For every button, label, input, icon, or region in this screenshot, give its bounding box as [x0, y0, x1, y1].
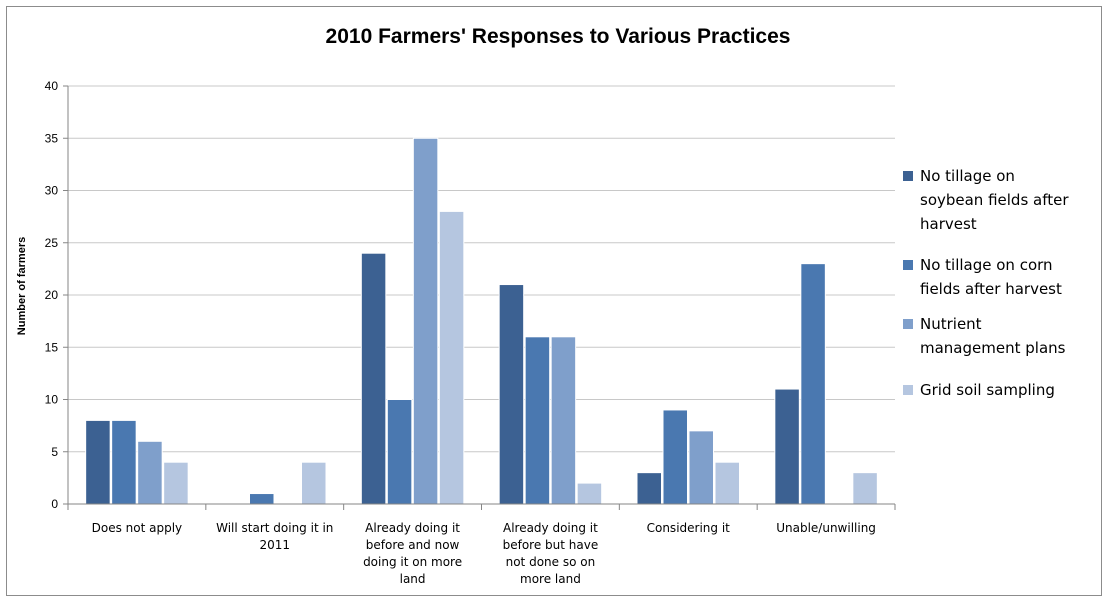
y-tick-label: 40: [45, 79, 59, 93]
legend-label-3: Nutrient management plans: [920, 315, 1066, 357]
bar-series-4-cat-3: [438, 210, 465, 505]
x-tick-labels: Does not apply Will start doing it in 2011…: [92, 521, 876, 586]
y-tick-label: 0: [51, 497, 58, 511]
bar-series-2-cat-2: [249, 493, 275, 505]
x-axis: [67, 86, 896, 510]
bar-series-4-cat-5: [714, 461, 740, 505]
legend-label-line: No tillage on corn: [920, 256, 1053, 274]
bar-series-1-cat-3: [360, 252, 387, 505]
legend-swatch-3: [903, 319, 913, 329]
legend-label-line: Nutrient: [920, 315, 982, 333]
bars: [85, 137, 878, 505]
y-tick-label: 15: [45, 340, 59, 354]
bar-series-1-cat-1: [85, 419, 111, 505]
x-tick-label-line: before but have: [503, 538, 599, 552]
legend: No tillage on soybean fields after harvest…: [903, 167, 1069, 399]
bar-series-2-cat-6: [800, 263, 826, 505]
bar-series-2-cat-3: [386, 399, 413, 505]
x-tick-label: Does not apply: [92, 521, 183, 535]
legend-label-line: harvest: [920, 215, 977, 233]
legend-label-line: No tillage on: [920, 167, 1015, 185]
x-tick-label: Considering it: [647, 521, 731, 535]
legend-label-1: No tillage on soybean fields after harvest: [920, 167, 1069, 233]
x-tick-label: Already doing it before and now doing it o…: [363, 521, 462, 586]
bar-series-4-cat-4: [576, 482, 603, 505]
bar-series-4-cat-2: [301, 461, 327, 505]
x-tick-label-line: land: [400, 572, 426, 586]
chart-title: 2010 Farmers' Responses to Various Pract…: [326, 25, 791, 48]
x-tick-label-line: Does not apply: [92, 521, 183, 535]
y-tick-label: 5: [51, 445, 58, 459]
gridlines: [63, 85, 895, 505]
x-tick-label-line: more land: [520, 572, 581, 586]
bar-series-3-cat-5: [688, 430, 714, 505]
bar-series-2-cat-1: [111, 419, 137, 505]
y-tick-labels: 0 5 10 15 20 25 30 35 40: [45, 79, 59, 511]
bar-series-4-cat-1: [163, 461, 189, 505]
bar-series-1-cat-5: [636, 472, 662, 505]
y-tick-label: 25: [45, 236, 59, 250]
y-tick-label: 35: [45, 131, 59, 145]
bar-series-3-cat-1: [137, 440, 163, 505]
bar-series-1-cat-4: [498, 284, 525, 505]
bar-series-3-cat-3: [412, 137, 439, 505]
x-tick-label-line: Will start doing it in: [216, 521, 333, 535]
legend-label-line: management plans: [920, 339, 1066, 357]
legend-label-2: No tillage on corn fields after harvest: [920, 256, 1062, 298]
x-tick-label: Unable/unwilling: [776, 521, 876, 535]
legend-label-4: Grid soil sampling: [920, 381, 1055, 399]
y-tick-label: 20: [45, 288, 59, 302]
legend-swatch-4: [903, 385, 913, 395]
x-tick-label: Will start doing it in 2011: [216, 521, 333, 552]
x-tick-label-line: Unable/unwilling: [776, 521, 876, 535]
legend-label-line: fields after harvest: [920, 280, 1062, 298]
bar-series-4-cat-6: [852, 472, 878, 505]
y-tick-label: 30: [45, 184, 59, 198]
x-tick-label-line: not done so on: [506, 555, 596, 569]
bar-series-2-cat-4: [524, 336, 551, 505]
bar-series-2-cat-5: [662, 409, 688, 505]
legend-swatch-2: [903, 260, 913, 270]
bar-series-3-cat-4: [550, 336, 577, 505]
legend-swatch-1: [903, 171, 913, 181]
x-tick-label-line: 2011: [259, 538, 290, 552]
x-tick-label-line: before and now: [366, 538, 460, 552]
x-tick-label-line: Considering it: [647, 521, 731, 535]
x-tick-label: Already doing it before but have not done …: [503, 521, 599, 586]
bar-series-1-cat-6: [774, 388, 800, 505]
legend-label-line: soybean fields after: [920, 191, 1069, 209]
x-tick-label-line: Already doing it: [503, 521, 598, 535]
y-tick-label: 10: [45, 393, 59, 407]
legend-label-line: Grid soil sampling: [920, 381, 1055, 399]
x-tick-label-line: doing it on more: [363, 555, 462, 569]
y-axis-label: Number of farmers: [16, 237, 28, 335]
x-tick-label-line: Already doing it: [365, 521, 460, 535]
